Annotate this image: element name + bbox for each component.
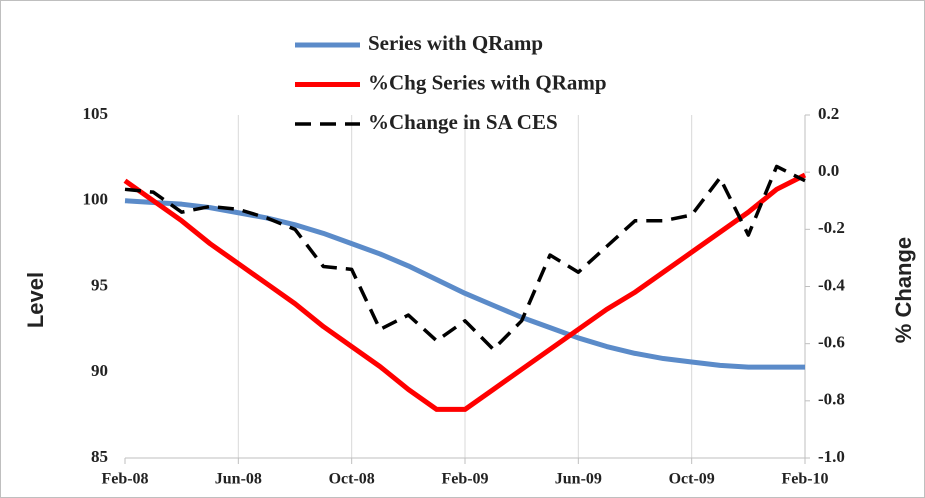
y-tick-label: 85: [91, 447, 108, 466]
x-tick-label: Feb-08: [101, 471, 148, 488]
y2-tick-label: -0.6: [818, 333, 845, 352]
y-tick-label: 105: [83, 104, 109, 123]
series-line: [124, 164, 806, 352]
series-line: [124, 198, 805, 370]
series-line: [123, 172, 807, 412]
y2-tick-label: -1.0: [818, 447, 845, 466]
legend-label: %Chg Series with QRamp: [368, 70, 607, 94]
legend-label: %Change in SA CES: [368, 110, 558, 134]
y2-tick-label: -0.2: [818, 218, 845, 237]
y-axis-label: Level: [23, 272, 48, 328]
y2-tick-label: -0.8: [818, 390, 845, 409]
y-tick-label: 100: [83, 190, 109, 209]
legend-label: Series with QRamp: [368, 31, 543, 55]
y2-tick-label: -0.4: [818, 275, 845, 294]
y2-axis-label: % Change: [891, 237, 916, 343]
x-tick-label: Feb-10: [781, 471, 828, 488]
x-tick-label: Oct-08: [329, 471, 375, 488]
y-tick-label: 90: [91, 361, 108, 380]
x-tick-label: Oct-09: [669, 471, 715, 488]
x-tick-label: Jun-09: [555, 471, 602, 488]
x-tick-label: Jun-08: [215, 471, 262, 488]
y2-tick-label: 0.0: [818, 161, 839, 180]
y-tick-label: 95: [91, 275, 108, 294]
x-tick-label: Feb-09: [441, 471, 488, 488]
y2-tick-label: 0.2: [818, 104, 839, 123]
